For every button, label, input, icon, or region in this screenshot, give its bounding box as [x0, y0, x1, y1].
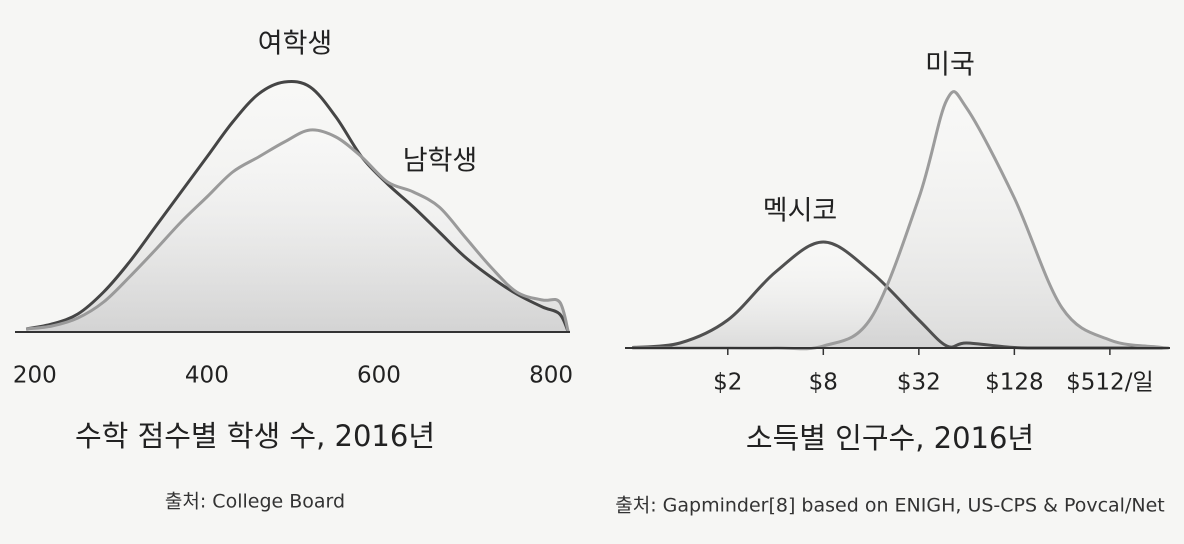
source: 출처: College Board	[165, 491, 345, 513]
x-tick-label: $512/일	[1066, 370, 1153, 396]
x-tick-label: 800	[529, 363, 573, 389]
x-tick-label: 200	[13, 363, 57, 389]
series-label: 남학생	[403, 146, 478, 177]
x-tick-label: $8	[809, 370, 838, 396]
curve	[25, 79, 570, 333]
chart-title: 소득별 인구수, 2016년	[746, 421, 1034, 455]
x-tick-label: $2	[713, 370, 742, 396]
x-tick-label: $32	[897, 370, 941, 396]
curve	[26, 128, 570, 333]
chart-title: 수학 점수별 학생 수, 2016년	[75, 419, 435, 453]
x-tick-label: 400	[185, 363, 229, 389]
series-label: 여학생	[258, 29, 333, 60]
series-label: 멕시코	[763, 196, 838, 227]
area	[632, 242, 1169, 349]
x-tick-label: $128	[985, 370, 1044, 396]
series-label: 미국	[925, 50, 975, 81]
source: 출처: Gapminder[8] based on ENIGH, US-CPS …	[615, 495, 1164, 517]
area	[26, 129, 569, 332]
x-tick-label: 600	[357, 363, 401, 389]
area	[632, 91, 1169, 349]
